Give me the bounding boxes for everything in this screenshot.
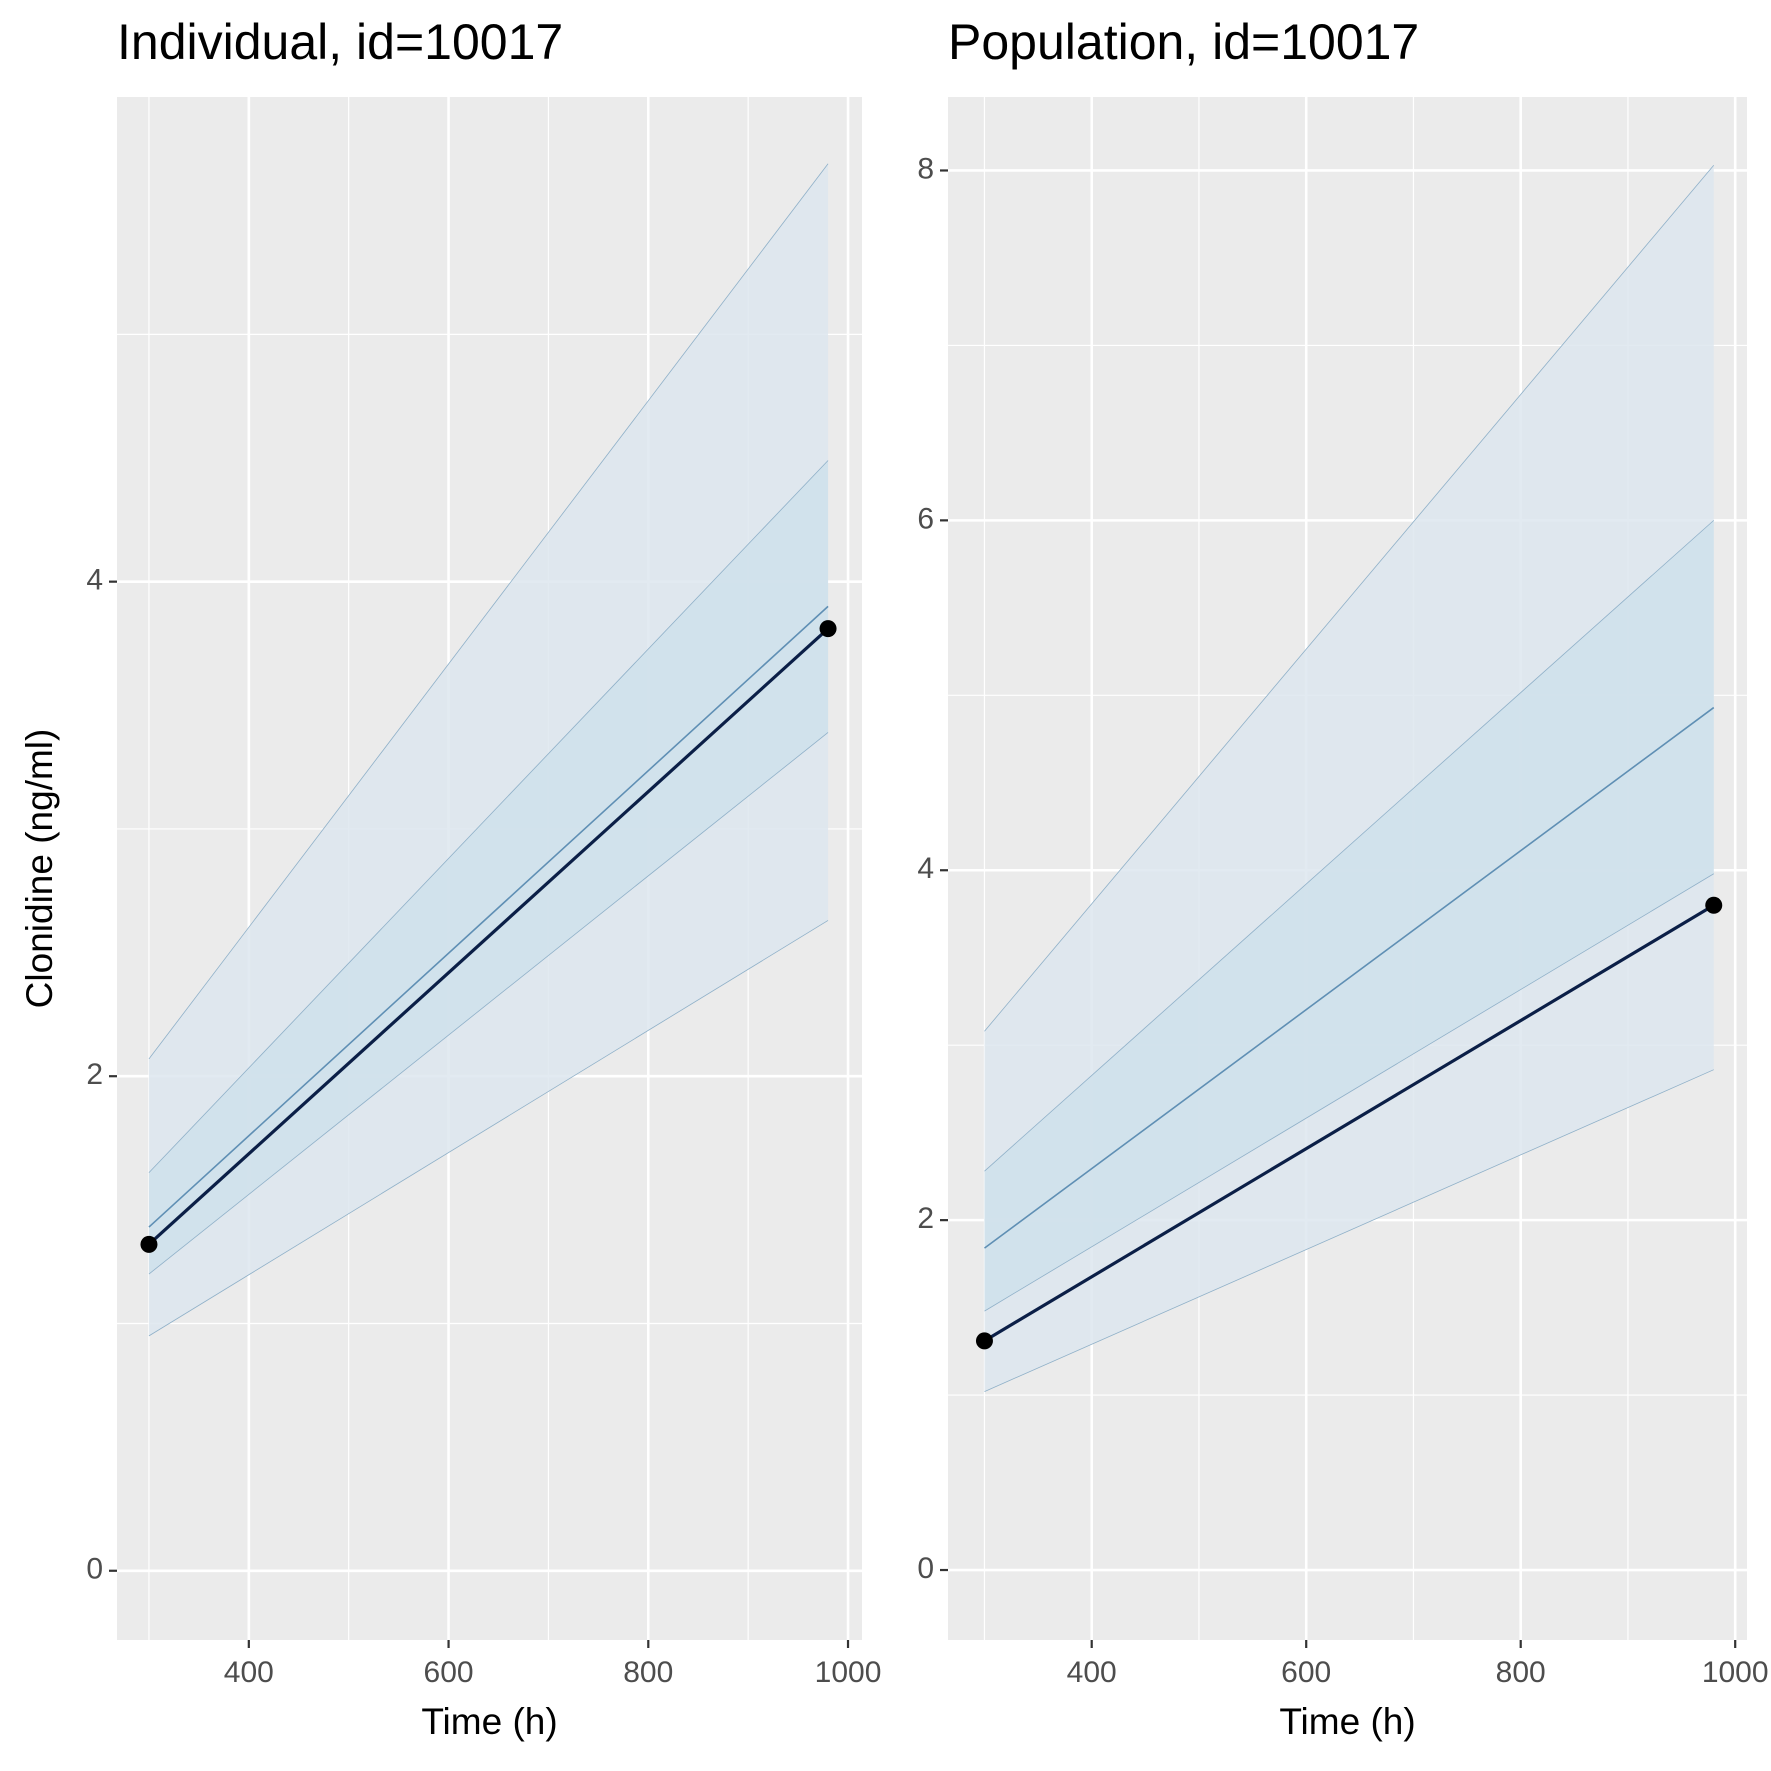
y-tick-label: 6 <box>917 502 934 535</box>
band-edge <box>984 520 1715 1172</box>
x-axis-label: Time (h) <box>421 1701 557 1742</box>
y-axis-label: Clonidine (ng/ml) <box>19 729 60 1009</box>
panel-title: Population, id=10017 <box>948 14 1419 70</box>
observed-point <box>975 1332 993 1350</box>
series-line <box>983 903 1715 1343</box>
band-edge <box>148 920 829 1337</box>
y-tick-label: 4 <box>86 564 103 597</box>
observed-point <box>819 620 837 638</box>
band-edge <box>148 460 829 1173</box>
series-line <box>983 706 1715 1249</box>
panel-title: Individual, id=10017 <box>117 14 563 70</box>
y-tick-label: 4 <box>917 852 934 885</box>
y-tick-label: 0 <box>86 1553 103 1586</box>
observed-point <box>1705 896 1723 914</box>
x-tick-label: 800 <box>1496 1656 1546 1689</box>
band-edge <box>148 163 829 1060</box>
x-tick-label: 600 <box>1281 1656 1331 1689</box>
y-tick-label: 2 <box>86 1058 103 1091</box>
x-tick-label: 400 <box>1067 1656 1117 1689</box>
x-tick-label: 1000 <box>815 1656 882 1689</box>
y-tick-label: 2 <box>917 1202 934 1235</box>
y-tick-label: 0 <box>917 1552 934 1585</box>
x-tick-label: 600 <box>424 1656 474 1689</box>
band-edge <box>984 873 1714 1312</box>
band-edge <box>148 732 829 1275</box>
y-tick-label: 8 <box>917 152 934 185</box>
series-line <box>148 605 829 1228</box>
band-edge <box>984 164 1715 1032</box>
prediction-band <box>148 460 829 1275</box>
observed-point <box>140 1235 158 1253</box>
x-tick-label: 1000 <box>1702 1656 1769 1689</box>
x-axis-label: Time (h) <box>1279 1701 1415 1742</box>
x-tick-label: 400 <box>224 1656 274 1689</box>
series-line <box>147 627 830 1246</box>
x-tick-label: 800 <box>623 1656 673 1689</box>
band-edge <box>984 1069 1714 1392</box>
